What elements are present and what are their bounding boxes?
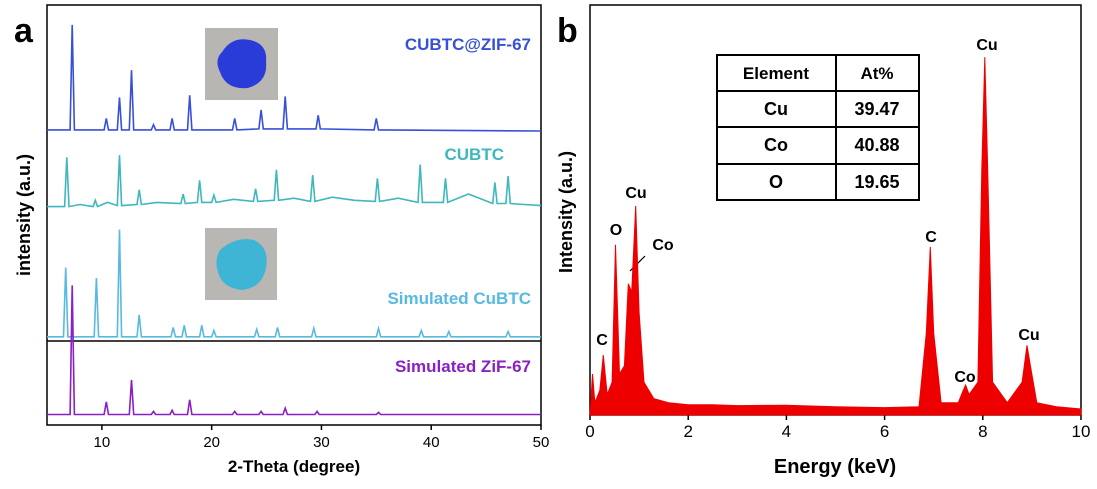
x-tick-label: 2 — [683, 422, 692, 441]
frame-a — [46, 4, 542, 426]
peak-label: O — [610, 222, 622, 239]
x-tick-label: 40 — [423, 434, 440, 451]
x-tick-label: 10 — [1072, 422, 1091, 441]
table-cell: 19.65 — [854, 172, 899, 192]
peak-label: C — [596, 332, 608, 349]
table-cell: Cu — [764, 99, 788, 119]
x-tick-label: 30 — [313, 434, 330, 451]
peak-label: Cu — [1018, 327, 1039, 344]
peak-label: Co — [652, 237, 674, 254]
series-label: CUBTC@ZIF-67 — [405, 35, 531, 54]
spectrum-area — [589, 57, 1082, 416]
x-tick-label: 0 — [585, 422, 594, 441]
y-axis-title: Intensity (a.u.) — [556, 151, 576, 273]
x-tick-label: 6 — [880, 422, 889, 441]
x-tick-label: 10 — [94, 434, 111, 451]
peak-label: Co — [954, 369, 976, 386]
table-header: At% — [860, 64, 893, 83]
table-cell: Co — [764, 135, 788, 155]
series-label: Simulated ZiF-67 — [395, 357, 531, 376]
panel-label: b — [557, 12, 578, 50]
series-line — [47, 285, 541, 416]
peak-label: C — [925, 229, 937, 246]
x-axis-title: Energy (keV) — [774, 456, 896, 478]
table — [716, 54, 920, 201]
peak-label: Cu — [976, 37, 997, 54]
x-axis-title: 2-Theta (degree) — [228, 457, 360, 476]
photo-cubtc — [205, 228, 277, 300]
x-tick-label: 20 — [203, 434, 220, 451]
photo-zif — [205, 28, 278, 100]
x-tick-label: 8 — [978, 422, 987, 441]
x-tick-label: 4 — [782, 422, 791, 441]
table-cell: 39.47 — [854, 99, 899, 119]
panel-label: a — [14, 12, 34, 50]
table-cell: O — [769, 172, 783, 192]
x-tick-label: 50 — [533, 434, 550, 451]
series-line — [47, 229, 541, 338]
series-line — [47, 24, 542, 132]
y-axis-title: intensity (a.u.) — [14, 154, 34, 276]
series-line — [47, 155, 542, 208]
series-label: CUBTC — [445, 145, 505, 164]
series-label: Simulated CuBTC — [387, 289, 531, 308]
peak-label: Cu — [625, 185, 646, 202]
table-header: Element — [743, 64, 809, 83]
table-cell: 40.88 — [854, 135, 899, 155]
